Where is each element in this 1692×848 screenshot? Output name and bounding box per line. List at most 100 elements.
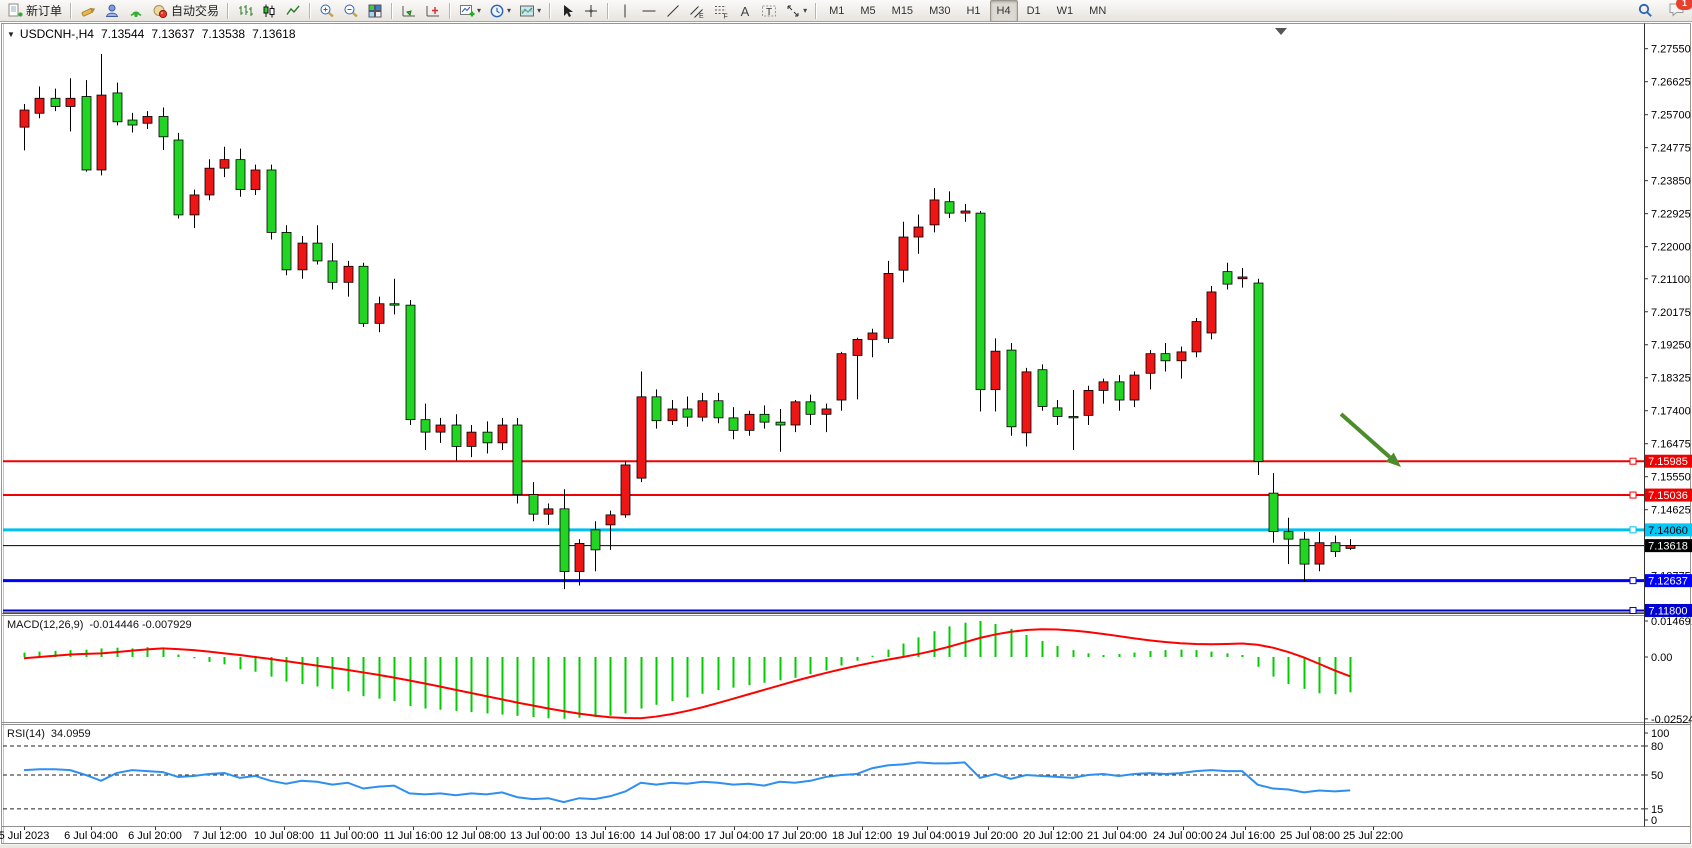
timeframe-m1-button[interactable]: M1 — [829, 4, 845, 17]
channel-tool-button[interactable]: E — [685, 0, 709, 22]
auto-scroll-button[interactable] — [397, 0, 421, 22]
timeframe-m30-button[interactable]: M30 — [929, 4, 951, 17]
tile-windows-button[interactable] — [363, 0, 387, 22]
svg-text:11 Jul 16:00: 11 Jul 16:00 — [383, 830, 442, 842]
svg-text:-0.02524: -0.02524 — [1651, 714, 1692, 726]
arrows-tool-button[interactable]: ▾ — [781, 0, 811, 22]
label-tool-button[interactable]: T — [757, 0, 781, 22]
timeframe-mn-button[interactable]: MN — [1089, 4, 1107, 17]
svg-text:7.12637: 7.12637 — [1648, 576, 1688, 588]
svg-text:7.13618: 7.13618 — [1648, 541, 1688, 553]
svg-text:7.25700: 7.25700 — [1651, 110, 1691, 122]
svg-text:A: A — [741, 3, 750, 18]
toolbar-separator — [449, 2, 452, 19]
symbol-timeframe: USDCNH-,H4 — [19, 27, 94, 41]
timeframe-w1-button[interactable]: W1 — [1056, 4, 1074, 17]
candlestick-mode-button[interactable] — [257, 0, 281, 22]
period-button[interactable]: ▾ — [485, 0, 515, 22]
timeframe-m15-button[interactable]: M15 — [891, 4, 914, 17]
toolbar-right-group: 1 — [1633, 0, 1692, 22]
autotrade-button[interactable]: 自动交易 — [148, 0, 223, 22]
signals-button[interactable] — [124, 0, 148, 22]
ohlc-high: 7.13637 — [151, 27, 195, 41]
new-order-button[interactable]: 新订单 — [3, 0, 66, 22]
chart-shift-button[interactable] — [421, 0, 445, 22]
zoom-in-button[interactable] — [315, 0, 339, 22]
toolbar-separator — [549, 2, 552, 19]
add-indicator-button[interactable]: ▾ — [455, 0, 485, 22]
chart-shift-icon — [426, 5, 440, 16]
svg-text:13 Jul 16:00: 13 Jul 16:00 — [575, 830, 635, 842]
text-tool-button[interactable]: A — [733, 0, 757, 22]
svg-text:7.23850: 7.23850 — [1651, 176, 1691, 188]
crosshair-icon — [585, 4, 598, 17]
notifications-button[interactable]: 1 — [1668, 0, 1692, 21]
svg-text:0.00: 0.00 — [1651, 652, 1672, 664]
rsi-value: 34.0959 — [50, 728, 91, 740]
autotrade-label: 自动交易 — [171, 4, 220, 18]
toolbar-separator — [227, 2, 230, 19]
text-label-icon: T — [762, 5, 777, 17]
svg-text:24 Jul 16:00: 24 Jul 16:00 — [1215, 830, 1275, 842]
candlestick-icon — [263, 4, 275, 17]
profile-button[interactable] — [100, 0, 124, 22]
hline-tool-button[interactable] — [637, 0, 661, 22]
svg-text:10 Jul 08:00: 10 Jul 08:00 — [254, 830, 314, 842]
clock-icon — [490, 4, 504, 17]
horizontal-line-icon — [642, 10, 656, 11]
svg-text:18 Jul 12:00: 18 Jul 12:00 — [832, 830, 892, 842]
template-icon — [520, 5, 535, 16]
svg-text:80: 80 — [1651, 741, 1663, 753]
timeframe-d1-button[interactable]: D1 — [1026, 4, 1041, 17]
template-button[interactable]: ▾ — [515, 0, 545, 22]
svg-text:7.15550: 7.15550 — [1651, 472, 1691, 484]
timeframe-h4-button[interactable]: H4 — [989, 0, 1018, 22]
svg-text:7.15036: 7.15036 — [1648, 490, 1688, 502]
search-button[interactable] — [1633, 0, 1658, 22]
fibonacci-tool-button[interactable]: F — [709, 0, 733, 22]
toolbar-separator — [70, 2, 73, 19]
collapse-triangle-icon[interactable]: ▼ — [7, 29, 15, 39]
crayon-icon — [81, 7, 96, 17]
chevron-down-icon: ▾ — [477, 6, 482, 15]
svg-text:11 Jul 00:00: 11 Jul 00:00 — [319, 830, 378, 842]
arrow-annotation — [1385, 452, 1401, 467]
svg-text:7.27550: 7.27550 — [1651, 44, 1691, 56]
zoom-out-button[interactable] — [339, 0, 363, 22]
svg-text:0.014691: 0.014691 — [1651, 616, 1692, 628]
timeframe-m5-button[interactable]: M5 — [860, 4, 876, 17]
zoom-in-icon — [320, 4, 334, 17]
ohlc-close: 7.13618 — [252, 27, 296, 41]
tile-windows-icon — [368, 4, 382, 17]
vline-tool-button[interactable] — [613, 0, 637, 22]
trendline-tool-button[interactable] — [661, 0, 685, 22]
svg-text:17 Jul 20:00: 17 Jul 20:00 — [767, 830, 827, 842]
svg-text:5 Jul 2023: 5 Jul 2023 — [0, 830, 49, 842]
timeframe-toolbar: M1 M5 M15 M30 H1 H4 D1 W1 MN — [821, 0, 1114, 22]
toolbar-separator — [391, 2, 394, 19]
svg-text:6 Jul 04:00: 6 Jul 04:00 — [64, 830, 118, 842]
svg-text:100: 100 — [1651, 728, 1669, 740]
chart-window: ▼ USDCNH-,H4 7.13544 7.13637 7.13538 7.1… — [0, 23, 1692, 848]
toolbar-separator — [815, 2, 818, 19]
svg-text:7.24775: 7.24775 — [1651, 143, 1691, 155]
new-order-icon — [8, 3, 23, 16]
macd-name: MACD(12,26,9) — [7, 619, 84, 631]
styler-button[interactable] — [76, 0, 100, 22]
chart-title: ▼ USDCNH-,H4 7.13544 7.13637 7.13538 7.1… — [7, 27, 296, 41]
chevron-down-icon: ▾ — [507, 6, 512, 15]
line-chart-mode-button[interactable] — [281, 0, 305, 22]
svg-text:24 Jul 00:00: 24 Jul 00:00 — [1153, 830, 1213, 842]
timeframe-h1-button[interactable]: H1 — [966, 4, 981, 17]
barchart-mode-button[interactable] — [233, 0, 257, 22]
svg-text:19 Jul 04:00: 19 Jul 04:00 — [897, 830, 957, 842]
new-order-label: 新订单 — [26, 4, 63, 18]
zoom-out-icon — [344, 4, 358, 17]
crosshair-button[interactable] — [579, 0, 603, 22]
svg-text:19 Jul 20:00: 19 Jul 20:00 — [958, 830, 1018, 842]
autotrade-icon — [153, 4, 168, 18]
svg-text:17 Jul 04:00: 17 Jul 04:00 — [704, 830, 764, 842]
ohlc-open: 7.13544 — [100, 27, 145, 41]
cursor-button[interactable] — [555, 0, 579, 22]
